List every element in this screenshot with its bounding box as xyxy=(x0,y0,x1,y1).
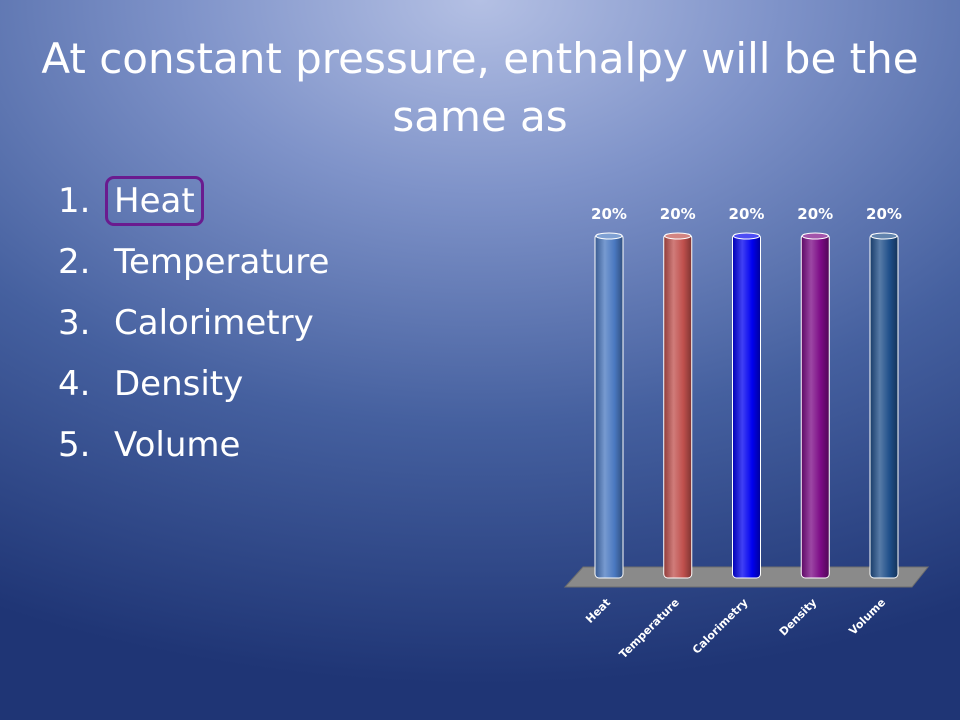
x-axis-labels: Heat Temperature Calorimetry Density Volume xyxy=(583,596,888,661)
bar-cap xyxy=(733,232,760,240)
answer-option-1[interactable]: 1. Heat xyxy=(58,172,329,233)
bar-calorimetry xyxy=(732,233,761,579)
bar-cap xyxy=(664,232,692,240)
answer-number: 5. xyxy=(58,425,91,465)
bar-group xyxy=(594,232,899,579)
answer-number: 4. xyxy=(58,364,91,404)
answer-label: Heat xyxy=(105,176,204,226)
answer-list: 1. Heat 2. Temperature 3. Calorimetry 4. Den… xyxy=(58,172,329,477)
answer-option-5[interactable]: 5. Volume xyxy=(58,416,329,477)
bar-density xyxy=(800,233,830,579)
bar-value-label: 20% xyxy=(660,205,696,223)
bar-value-label: 20% xyxy=(729,205,765,223)
answer-option-3[interactable]: 3. Calorimetry xyxy=(58,294,329,355)
x-tick-label: Volume xyxy=(846,596,888,638)
bar-volume xyxy=(869,233,899,579)
bar-value-label: 20% xyxy=(797,205,833,223)
answer-label: Volume xyxy=(114,425,241,465)
bar-cap xyxy=(801,232,829,240)
answer-label: Density xyxy=(114,364,244,404)
answer-number: 3. xyxy=(58,303,91,343)
x-tick-label: Temperature xyxy=(617,596,682,661)
answer-label: Calorimetry xyxy=(114,303,314,343)
x-tick-label: Calorimetry xyxy=(690,596,751,657)
x-tick-label: Heat xyxy=(583,596,613,626)
slide-title: At constant pressure, enthalpy will be t… xyxy=(41,34,919,141)
x-tick-label: Density xyxy=(777,596,820,639)
answer-option-2[interactable]: 2. Temperature xyxy=(58,233,329,294)
bar-cap xyxy=(870,232,898,240)
bar-value-label: 20% xyxy=(591,205,627,223)
value-label-group: 20% 20% 20% 20% 20% xyxy=(591,205,902,223)
bar-heat xyxy=(594,233,624,579)
answer-number: 1. xyxy=(58,181,91,221)
answer-option-4[interactable]: 4. Density xyxy=(58,355,329,416)
bar-cap xyxy=(595,232,623,240)
answer-number: 2. xyxy=(58,242,91,282)
answer-label: Temperature xyxy=(114,242,330,282)
bar-value-label: 20% xyxy=(866,205,902,223)
bar-temperature xyxy=(663,233,693,579)
